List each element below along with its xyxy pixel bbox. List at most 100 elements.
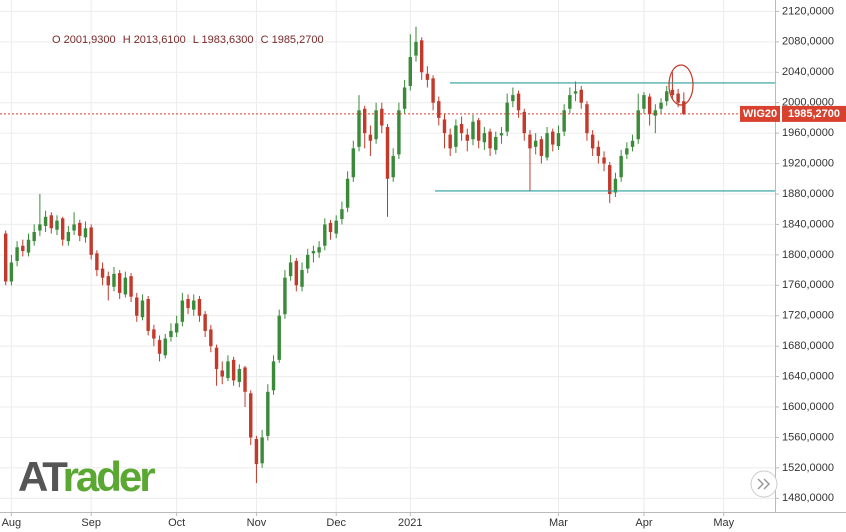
candle-body — [408, 57, 413, 86]
grid — [0, 0, 779, 516]
candle-body — [15, 247, 19, 261]
candle-body — [562, 110, 566, 132]
candle-body — [397, 110, 401, 155]
candle-body — [665, 91, 669, 102]
scroll-button[interactable] — [750, 470, 778, 498]
candle-body — [579, 89, 583, 103]
candle-body — [630, 140, 635, 147]
last-price-label: 1985,2700 — [788, 108, 840, 120]
candle-body — [402, 87, 407, 109]
y-tick-label: 2080,0000 — [782, 36, 834, 48]
candle-body — [38, 224, 42, 231]
candle-body — [66, 232, 71, 242]
candle-body — [254, 438, 259, 465]
candle-body — [277, 315, 281, 360]
candle-body — [471, 121, 475, 140]
candle-body — [197, 298, 202, 316]
candle-body — [585, 104, 589, 134]
candle-body — [556, 133, 561, 147]
candle-body — [448, 134, 452, 149]
candle-body — [209, 329, 213, 347]
y-tick-label: 1720,0000 — [782, 310, 834, 322]
candle-body — [613, 178, 618, 193]
candle-body — [362, 108, 367, 134]
candle-body — [494, 136, 498, 150]
candle-body — [334, 220, 338, 234]
candle-body — [260, 437, 264, 464]
candle-body — [112, 273, 116, 287]
candle-body — [682, 101, 686, 114]
candle-body — [465, 134, 469, 141]
candle-body — [476, 120, 481, 141]
candle-body — [283, 277, 287, 315]
candle-body — [323, 224, 327, 246]
logo: ATrader — [18, 453, 155, 500]
logo-part: AT — [18, 453, 68, 500]
scroll-arrow[interactable] — [757, 478, 771, 490]
last-price-name-box — [740, 105, 780, 122]
candle-body — [670, 89, 675, 96]
candle-body — [345, 178, 350, 208]
candle-body — [511, 95, 515, 102]
candle-body — [551, 131, 555, 145]
candle-body — [169, 330, 173, 338]
candle-body — [288, 262, 293, 277]
candle-body — [573, 91, 578, 94]
candle-body — [55, 220, 59, 230]
candle-body — [49, 215, 53, 229]
candle-body — [522, 111, 526, 134]
candle-body — [271, 361, 276, 391]
y-tick-label: 1920,0000 — [782, 157, 834, 169]
logo-part: rader — [63, 453, 156, 500]
candle-body — [642, 95, 646, 109]
candle-body — [106, 276, 110, 286]
y-tick-label: 1960,0000 — [782, 127, 834, 139]
candle-body — [43, 216, 48, 226]
candle-body — [152, 329, 156, 339]
ohlc-close: C 1985,2700 — [261, 34, 324, 46]
candle-body — [505, 102, 509, 132]
candle-body — [157, 340, 162, 354]
candle-body — [237, 368, 242, 382]
candle-body — [226, 361, 230, 379]
candle-body — [129, 276, 133, 297]
candle-body — [533, 140, 538, 147]
y-tick-label: 2120,0000 — [782, 5, 834, 17]
candle-body — [539, 139, 544, 156]
ohlc-high: H 2013,6100 — [123, 34, 186, 46]
candle-body — [676, 93, 680, 103]
candle-body — [192, 300, 196, 310]
candle-body — [174, 323, 179, 333]
candle-body — [123, 277, 128, 295]
candle-body — [3, 233, 8, 282]
x-tick-label: Aug — [2, 517, 22, 529]
candle-body — [26, 239, 31, 253]
candle-body — [180, 300, 185, 322]
ohlc-header: O 2001,9300 H 2013,6100 L 1983,6300 C 19… — [52, 34, 324, 46]
candle-body — [95, 253, 99, 271]
y-tick-label: 1600,0000 — [782, 401, 834, 413]
candle-body — [83, 228, 88, 238]
candle-body — [146, 298, 150, 331]
candle-body — [636, 110, 640, 140]
candle-body — [545, 133, 549, 158]
candle-body — [454, 125, 458, 147]
candle-body — [568, 95, 572, 109]
candle-body — [647, 96, 652, 115]
candle-body — [231, 359, 236, 381]
candle-body — [374, 110, 378, 140]
y-tick-label: 1480,0000 — [782, 492, 834, 504]
y-tick-label: 1800,0000 — [782, 249, 834, 261]
candle-body — [32, 232, 36, 242]
candle-body — [437, 101, 441, 118]
candle-body — [340, 209, 344, 220]
last-price-name: WIG20 — [743, 108, 777, 120]
candle-body — [21, 245, 25, 252]
candle-body — [300, 270, 304, 287]
candle-body — [414, 41, 418, 56]
y-tick-label: 1840,0000 — [782, 218, 834, 230]
x-tick-label: Mar — [549, 517, 568, 529]
candle-body — [306, 254, 310, 269]
candle-body — [590, 134, 595, 149]
candle-body — [431, 78, 435, 103]
